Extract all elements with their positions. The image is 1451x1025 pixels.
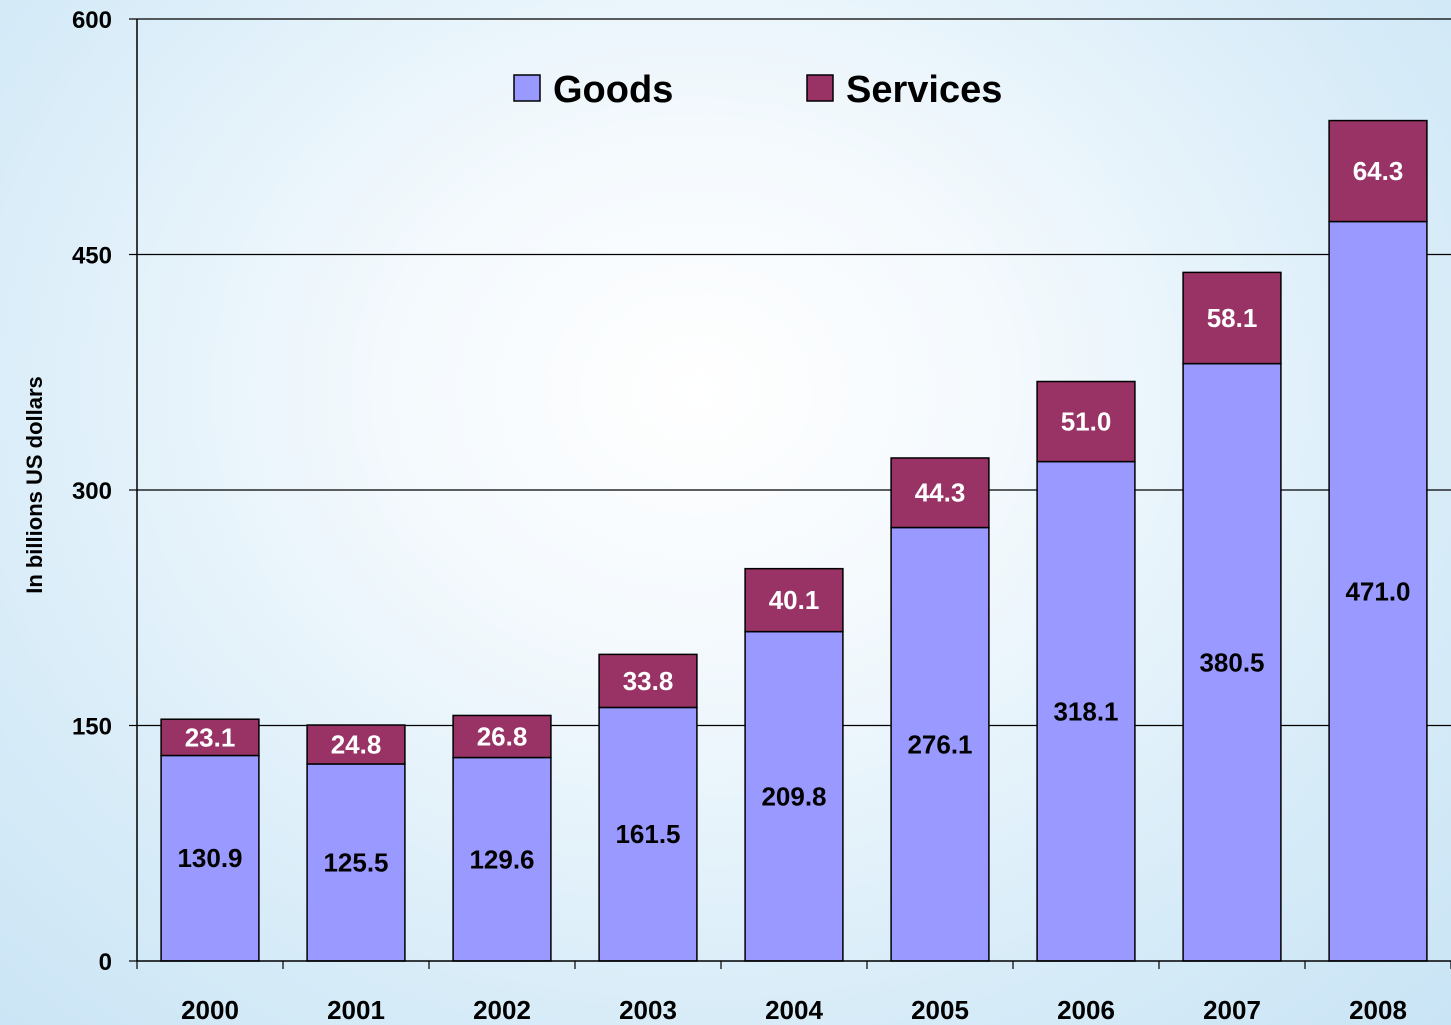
bar-goods xyxy=(1328,220,1428,962)
data-label-goods: 380.5 xyxy=(1199,647,1264,677)
data-label-goods: 276.1 xyxy=(907,729,972,759)
data-label-services: 64.3 xyxy=(1353,156,1404,186)
data-label-goods: 318.1 xyxy=(1053,696,1118,726)
bar-services xyxy=(1036,380,1136,463)
x-tick-label: 2001 xyxy=(327,995,385,1025)
bar-goods xyxy=(452,756,552,962)
legend-label: Goods xyxy=(553,69,673,111)
data-label-services: 51.0 xyxy=(1061,407,1112,437)
bar-goods xyxy=(1182,362,1282,962)
axes: 0 150 300 450 600 2000 2001 2002 2003 2004 2005 200… xyxy=(72,7,1451,1025)
bar-goods xyxy=(744,630,844,962)
bar-goods xyxy=(890,526,990,962)
data-label-goods: 129.6 xyxy=(469,844,534,874)
bar-services xyxy=(890,457,990,529)
y-tick-label: 600 xyxy=(72,7,112,34)
bars: 130.9 23.1 125.5 24.8 129.6 26.8 161.5 33.8 209.… xyxy=(160,119,1428,962)
data-label-services: 26.8 xyxy=(477,721,528,751)
data-label-services: 44.3 xyxy=(915,478,966,508)
x-tick-label: 2005 xyxy=(911,995,969,1025)
x-tick-label: 2007 xyxy=(1203,995,1261,1025)
legend-label: Services xyxy=(846,69,1002,111)
y-tick-label: 450 xyxy=(72,243,112,270)
x-tick-label: 2002 xyxy=(473,995,531,1025)
y-axis-label: In billions US dollars xyxy=(22,376,47,594)
x-tick-label: 2003 xyxy=(619,995,677,1025)
bar-services xyxy=(306,724,406,765)
bar-services xyxy=(160,718,260,757)
x-tick-label: 2006 xyxy=(1057,995,1115,1025)
data-label-services: 40.1 xyxy=(769,585,820,615)
data-label-goods: 130.9 xyxy=(177,843,242,873)
bar-goods xyxy=(306,763,406,962)
legend-swatch xyxy=(806,74,834,102)
bar-services xyxy=(1328,119,1428,223)
y-tick-label: 300 xyxy=(72,478,112,505)
bar-goods xyxy=(598,706,698,962)
data-label-services: 33.8 xyxy=(623,666,674,696)
x-tick-label: 2004 xyxy=(765,995,823,1025)
legend-swatch xyxy=(513,74,541,102)
bar-services xyxy=(598,653,698,709)
data-label-services: 23.1 xyxy=(185,722,236,752)
bar-services xyxy=(744,567,844,633)
legend: Goods Services xyxy=(513,69,1002,111)
data-label-services: 58.1 xyxy=(1207,303,1258,333)
data-label-goods: 161.5 xyxy=(615,819,680,849)
data-label-services: 24.8 xyxy=(331,729,382,759)
data-label-goods: 209.8 xyxy=(761,781,826,811)
x-tick-label: 2008 xyxy=(1349,995,1407,1025)
bar-goods xyxy=(160,754,260,962)
data-label-goods: 125.5 xyxy=(323,847,388,877)
bar-services xyxy=(1182,271,1282,365)
y-tick-label: 0 xyxy=(99,949,112,976)
y-tick-label: 150 xyxy=(72,714,112,741)
x-tick-label: 2000 xyxy=(181,995,239,1025)
bar-services xyxy=(452,714,552,759)
data-label-goods: 471.0 xyxy=(1345,576,1410,606)
